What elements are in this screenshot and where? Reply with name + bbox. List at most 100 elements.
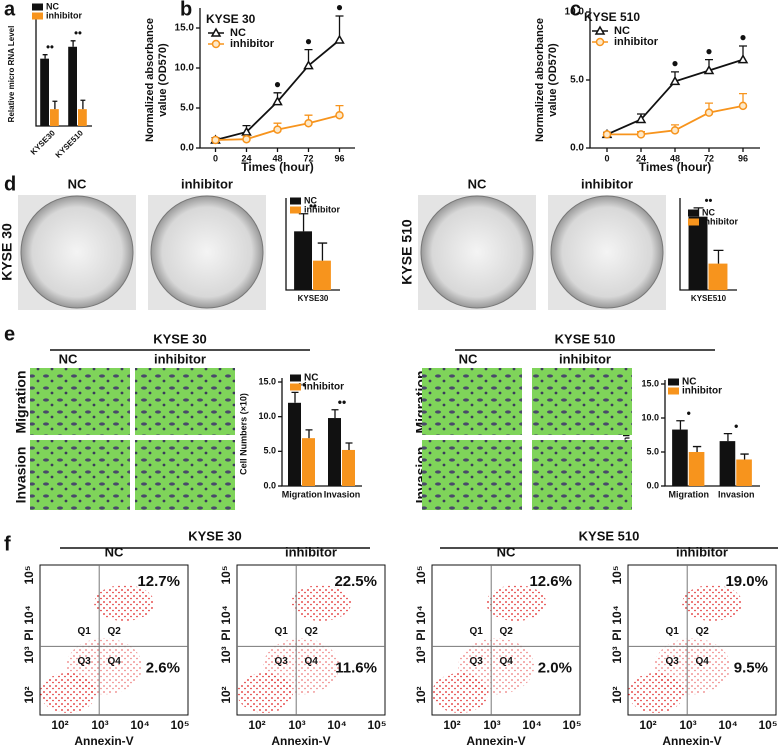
lower-percent: 9.5% xyxy=(734,659,768,676)
column-label: NC xyxy=(459,351,478,366)
significance: •• xyxy=(309,201,317,213)
cluster xyxy=(458,638,535,695)
upper-percent: 12.6% xyxy=(529,573,572,590)
x-tick-label: 10⁴ xyxy=(327,718,346,732)
photo xyxy=(30,440,130,510)
x-tick-label: 24 xyxy=(636,153,646,163)
photo xyxy=(135,368,235,435)
column-label: inhibitor xyxy=(285,544,337,559)
legend-swatch xyxy=(32,3,43,11)
error-bar xyxy=(345,442,353,450)
dish xyxy=(20,195,134,309)
x-tick-label: 10² xyxy=(248,718,265,732)
point xyxy=(334,34,345,44)
legend-swatch xyxy=(688,218,699,226)
legend-swatch xyxy=(290,374,301,382)
bar xyxy=(672,429,688,486)
bar xyxy=(719,441,736,486)
column-label: inhibitor xyxy=(676,544,728,559)
y-tick-label: 10⁵ xyxy=(22,566,36,585)
x-tick-label: Migration xyxy=(282,489,323,499)
point xyxy=(242,134,251,144)
column-label: inhibitor xyxy=(181,176,233,191)
panel-label: c xyxy=(570,0,581,20)
quadrant-label: Q1 xyxy=(470,626,484,637)
quadrant-label: Q4 xyxy=(305,656,319,667)
point xyxy=(335,110,344,120)
row-label: KYSE 510 xyxy=(399,219,415,285)
x-tick-label: Invasion xyxy=(324,489,361,499)
panel-label: b xyxy=(180,0,192,20)
legend-marker xyxy=(211,39,221,49)
chart-title: KYSE 30 xyxy=(206,12,256,26)
column-label: NC xyxy=(497,544,516,559)
group-label: KYSE 30 xyxy=(188,528,241,543)
error-bar xyxy=(317,242,328,261)
point xyxy=(737,54,749,64)
legend-swatch xyxy=(668,387,679,395)
error-bar xyxy=(305,429,313,439)
lower-percent: 2.6% xyxy=(146,659,180,676)
x-tick-label: 10² xyxy=(639,718,656,732)
y-tick-label: 15.0 xyxy=(175,23,195,34)
legend-label: NC xyxy=(614,25,630,37)
quadrant-label: Q4 xyxy=(500,656,514,667)
significance: • xyxy=(687,406,691,420)
point xyxy=(669,75,681,86)
y-tick-label: 15.0 xyxy=(258,376,276,386)
y-tick-label: 10.0 xyxy=(565,7,585,18)
cluster xyxy=(654,638,731,695)
quadrant-label: Q3 xyxy=(470,656,484,667)
significance: •• xyxy=(298,378,306,392)
y-tick-label: 10.0 xyxy=(175,63,195,74)
photo xyxy=(30,368,130,435)
x-tick-label: 96 xyxy=(334,153,344,163)
panel-label: f xyxy=(4,533,11,555)
x-tick-label: 10³ xyxy=(91,718,108,732)
x-tick-label: KYSE510 xyxy=(691,294,727,303)
legend-label: inhibitor xyxy=(304,382,344,393)
x-tick-label: Invasion xyxy=(718,489,755,499)
significance: ● xyxy=(305,34,312,48)
x-tick-label: 10⁴ xyxy=(522,718,541,732)
y-tick-label: 5.0 xyxy=(263,446,276,456)
significance: •• xyxy=(338,395,346,409)
lower-percent: 11.6% xyxy=(335,659,377,676)
y-tick-label: 10⁴ xyxy=(22,605,36,624)
x-tick-label: 10³ xyxy=(288,718,305,732)
quadrant-label: Q3 xyxy=(666,656,680,667)
bar xyxy=(288,402,301,486)
y-axis-label: PI xyxy=(610,629,624,640)
y-tick-label: 0.0 xyxy=(646,480,659,490)
point xyxy=(602,130,612,139)
quadrant-label: Q3 xyxy=(275,656,289,667)
cluster xyxy=(263,638,340,695)
bar xyxy=(736,459,752,486)
y-tick-label: 0.0 xyxy=(180,143,194,154)
group-label: KYSE 30 xyxy=(153,331,206,346)
column-label: NC xyxy=(68,176,87,191)
y-axis-label: PI xyxy=(22,629,36,640)
y-tick-label: 10² xyxy=(22,686,36,703)
quadrant-label: Q1 xyxy=(666,626,680,637)
y-tick-label: 10² xyxy=(610,686,624,703)
legend-label: NC xyxy=(304,373,318,384)
x-tick-label: KYSE30 xyxy=(29,128,57,156)
dish xyxy=(550,195,664,309)
y-tick-label: 10² xyxy=(414,686,428,703)
photo xyxy=(532,440,632,510)
legend-label: inhibitor xyxy=(304,204,340,214)
x-tick-label: 72 xyxy=(303,153,313,163)
quadrant-label: Q2 xyxy=(500,626,514,637)
bar xyxy=(294,231,312,290)
y-tick-label: 10⁵ xyxy=(610,566,624,585)
y-tick-label: 0.0 xyxy=(263,480,276,490)
quadrant-label: Q4 xyxy=(696,656,710,667)
x-tick-label: KYSE30 xyxy=(298,294,329,303)
y-axis-label: Cell Numbers (×10) xyxy=(238,393,248,475)
quadrant-label: Q1 xyxy=(275,626,289,637)
legend-label: NC xyxy=(682,377,696,388)
y-tick-label: 10³ xyxy=(219,646,233,663)
legend-swatch xyxy=(290,383,301,391)
y-tick-label: 10⁴ xyxy=(219,605,233,624)
